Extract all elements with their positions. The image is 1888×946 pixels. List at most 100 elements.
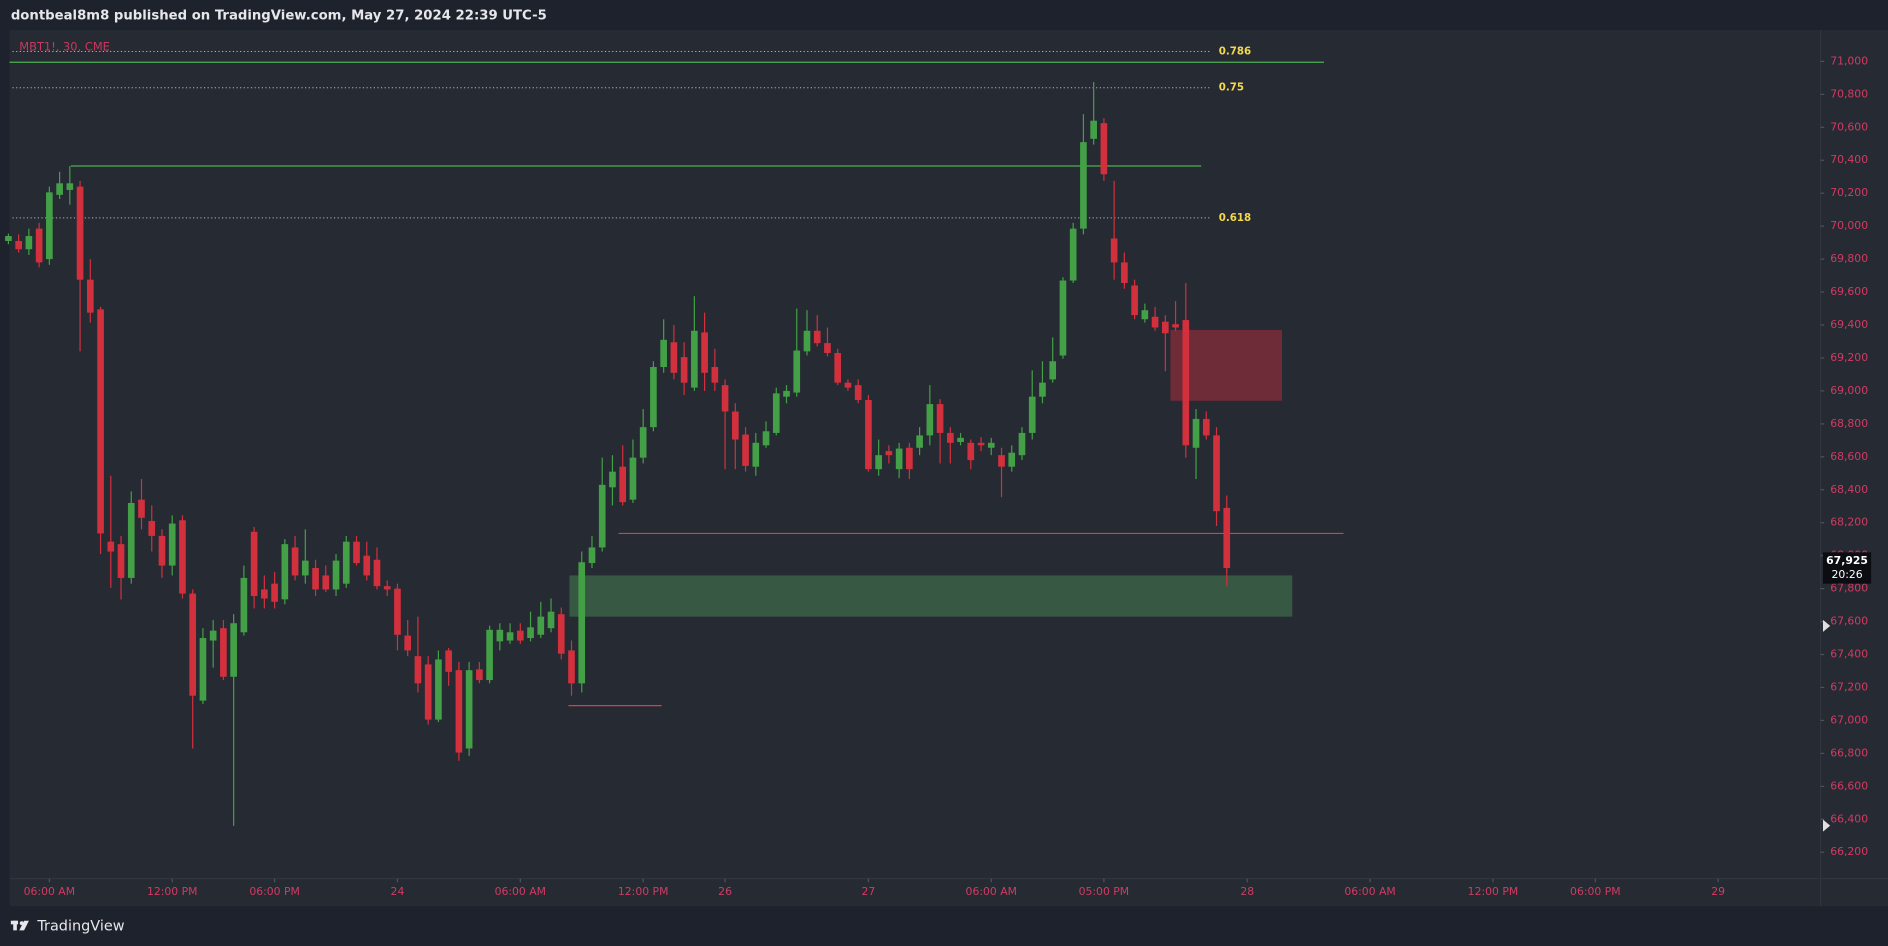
- candle-body: [373, 559, 381, 587]
- candle-body: [1110, 238, 1118, 263]
- x-tick-label: 06:00 AM: [24, 885, 75, 898]
- candle-body: [834, 353, 842, 383]
- candle-body: [1069, 228, 1077, 281]
- candle-body: [117, 544, 125, 578]
- candle-body: [844, 382, 852, 388]
- footer-brand: TradingView: [36, 919, 124, 935]
- candle-body: [598, 484, 606, 548]
- candle-body: [301, 560, 309, 576]
- x-tick-label: 12:00 PM: [618, 885, 669, 898]
- candle-body: [1028, 396, 1036, 433]
- candle-body: [731, 411, 739, 440]
- candle-body: [629, 457, 637, 500]
- candle-body: [1039, 382, 1046, 397]
- last-price-label: 67,925: [1826, 554, 1868, 567]
- y-tick-label: 66,200: [1830, 845, 1868, 858]
- candle-body: [199, 638, 207, 701]
- candle-body: [865, 399, 872, 470]
- candle-body: [1161, 321, 1169, 334]
- candle-body: [424, 664, 432, 720]
- candle-body: [527, 627, 534, 639]
- candle-body: [435, 659, 442, 720]
- candle-body: [15, 240, 22, 250]
- y-tick-label: 69,400: [1830, 318, 1868, 331]
- x-tick-label: 29: [1711, 885, 1725, 898]
- candle-body: [1172, 324, 1179, 328]
- candle-body: [977, 442, 985, 446]
- candle-body: [158, 535, 166, 566]
- candle-body: [76, 186, 84, 280]
- candle-body: [66, 183, 74, 190]
- scroll-marker[interactable]: [1822, 819, 1831, 832]
- candle-body: [875, 455, 882, 470]
- y-tick-label: 67,000: [1830, 713, 1868, 726]
- candle-body: [25, 236, 33, 250]
- candle-body: [609, 471, 616, 488]
- y-tick-label: 67,400: [1830, 648, 1868, 661]
- candle-body: [168, 523, 176, 566]
- fib-label: 0.618: [1219, 213, 1251, 224]
- candle-body: [1141, 310, 1149, 320]
- y-tick-label: 71,000: [1830, 54, 1868, 67]
- y-tick-label: 67,800: [1830, 582, 1868, 595]
- candle-body: [496, 629, 504, 642]
- candle-body: [506, 632, 514, 641]
- candle-body: [261, 589, 268, 599]
- candle-body: [281, 544, 289, 600]
- candle-body: [445, 650, 452, 672]
- candle-body: [5, 236, 12, 241]
- logo: [10, 920, 29, 931]
- candle-body: [353, 541, 360, 564]
- candle-body: [987, 442, 995, 448]
- candle-body: [271, 583, 278, 602]
- x-tick-label: 12:00 PM: [147, 885, 198, 898]
- candle-body: [455, 670, 463, 753]
- y-tick-label: 67,200: [1830, 680, 1868, 693]
- y-tick-label: 68,200: [1830, 516, 1868, 529]
- chart-area: [9, 30, 1888, 907]
- candle-body: [916, 435, 923, 448]
- candle-body: [1090, 120, 1097, 139]
- candle-body: [885, 451, 893, 456]
- candle-body: [742, 434, 749, 466]
- countdown: 20:26: [1831, 568, 1862, 581]
- candle-body: [1059, 280, 1067, 356]
- x-tick-label: 26: [718, 885, 732, 898]
- y-tick-label: 66,800: [1830, 746, 1868, 759]
- candle-body: [1018, 432, 1026, 456]
- candle-body: [230, 623, 237, 677]
- candle-body: [1049, 361, 1057, 380]
- candle-body: [332, 560, 340, 590]
- candle-body: [772, 393, 780, 433]
- candle-body: [578, 562, 586, 684]
- y-tick-label: 70,200: [1830, 186, 1868, 199]
- x-tick-label: 24: [391, 885, 405, 898]
- y-tick-label: 69,200: [1830, 351, 1868, 364]
- y-tick-label: 68,600: [1830, 450, 1868, 463]
- candle-body: [1151, 316, 1159, 328]
- scroll-marker[interactable]: [1822, 619, 1831, 632]
- y-tick-label: 70,600: [1830, 120, 1868, 133]
- candle-body: [342, 541, 350, 584]
- candle-body: [127, 502, 135, 578]
- last-price-box: [1822, 552, 1872, 584]
- candle-body: [1080, 142, 1087, 229]
- x-tick-label: 28: [1240, 885, 1254, 898]
- candle-body: [97, 309, 104, 534]
- y-tick-label: 68,800: [1830, 417, 1868, 430]
- candle-body: [762, 431, 770, 446]
- candle-body: [179, 520, 186, 594]
- candle-body: [35, 228, 43, 263]
- candle-body: [824, 343, 831, 354]
- candle-body: [138, 499, 145, 518]
- x-tick-label: 06:00 AM: [966, 885, 1017, 898]
- candle-body: [998, 455, 1005, 467]
- candle-body: [404, 635, 412, 651]
- candle-body: [557, 614, 565, 654]
- candle-body: [752, 442, 760, 467]
- candle-body: [711, 367, 719, 383]
- fib-label: 0.75: [1219, 83, 1244, 94]
- candle-body: [486, 629, 493, 681]
- candle-body: [220, 628, 227, 677]
